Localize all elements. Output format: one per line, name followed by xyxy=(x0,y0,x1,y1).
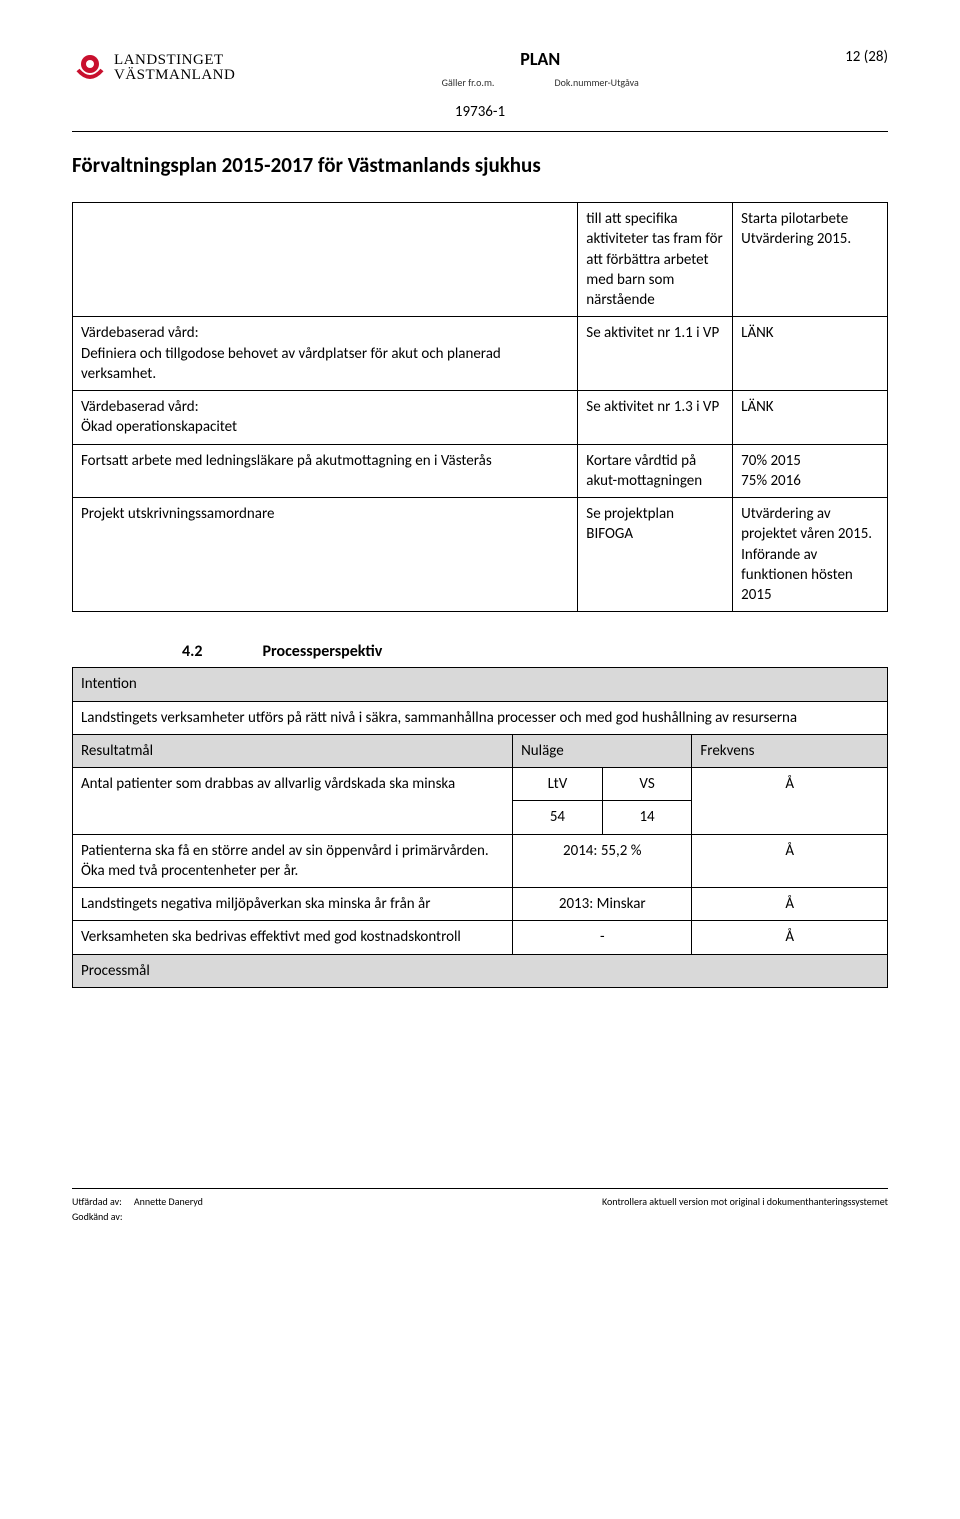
header-separator xyxy=(72,131,888,132)
table-cell: Se aktivitet nr 1.3 i VP xyxy=(578,391,733,445)
processmal-label: Processmål xyxy=(73,954,888,987)
header-valid-from-label: Gäller fr.o.m. xyxy=(442,76,495,89)
row1-text: Antal patienter som drabbas av allvarlig… xyxy=(73,768,513,835)
row2-val: 2014: 55,2 % xyxy=(513,834,692,888)
table-cell: Utvärdering av projektet våren 2015. Inf… xyxy=(733,498,888,612)
header-docnum-label: Dok.nummer-Utgåva xyxy=(554,76,638,89)
row2-text: Patienterna ska få en större andel av si… xyxy=(73,834,513,888)
logo-icon xyxy=(72,50,108,86)
section-heading: 4.2 Processperspektiv xyxy=(182,642,888,661)
table-cell xyxy=(73,203,578,317)
row1-ltv-val: 54 xyxy=(513,801,603,834)
row1-vs-val: 14 xyxy=(602,801,692,834)
table-row: Värdebaserad vård: Ökad operationskapaci… xyxy=(73,391,888,445)
doc-number: 19736-1 xyxy=(72,103,888,121)
row4-text: Verksamheten ska bedrivas effektivt med … xyxy=(73,921,513,954)
col-nulage: Nuläge xyxy=(513,734,692,767)
table-cell: Se aktivitet nr 1.1 i VP xyxy=(578,317,733,391)
row4-freq: Å xyxy=(692,921,888,954)
table-cell: 70% 2015 75% 2016 xyxy=(733,444,888,498)
page-number: 12 (28) xyxy=(845,48,888,66)
row4-val: - xyxy=(513,921,692,954)
table-cell: Starta pilotarbete Utvärdering 2015. xyxy=(733,203,888,317)
row3-text: Landstingets negativa miljöpåverkan ska … xyxy=(73,888,513,921)
logo-line1: LANDSTINGET xyxy=(114,53,235,68)
footer-issued-label: Utfärdad av: xyxy=(72,1195,122,1208)
table-cell: Värdebaserad vård: Ökad operationskapaci… xyxy=(73,391,578,445)
table-cell: till att specifika aktiviteter tas fram … xyxy=(578,203,733,317)
page-header: LANDSTINGET VÄSTMANLAND PLAN Gäller fr.o… xyxy=(72,48,888,89)
table-cell: Kortare vårdtid på akut-mottagningen xyxy=(578,444,733,498)
logo-line2: VÄSTMANLAND xyxy=(114,68,235,83)
row3-freq: Å xyxy=(692,888,888,921)
process-table: Intention Landstingets verksamheter utfö… xyxy=(72,667,888,988)
intention-label: Intention xyxy=(73,668,888,701)
table-cell: Värdebaserad vård: Definiera och tillgod… xyxy=(73,317,578,391)
doc-type-label: PLAN xyxy=(520,48,560,70)
row1-freq: Å xyxy=(692,768,888,835)
org-logo: LANDSTINGET VÄSTMANLAND xyxy=(72,48,235,86)
footer-approved-label: Godkänd av: xyxy=(72,1210,123,1223)
activities-table: till att specifika aktiviteter tas fram … xyxy=(72,202,888,612)
table-cell: Se projektplan BIFOGA xyxy=(578,498,733,612)
row3-val: 2013: Minskar xyxy=(513,888,692,921)
page-footer: Utfärdad av: Annette Daneryd Godkänd av:… xyxy=(72,1188,888,1223)
page-title: Förvaltningsplan 2015-2017 för Västmanla… xyxy=(72,152,888,178)
table-row: Fortsatt arbete med ledningsläkare på ak… xyxy=(73,444,888,498)
table-row: till att specifika aktiviteter tas fram … xyxy=(73,203,888,317)
table-cell: LÄNK xyxy=(733,317,888,391)
row1-ltv-label: LtV xyxy=(513,768,603,801)
col-frekvens: Frekvens xyxy=(692,734,888,767)
table-cell: Fortsatt arbete med ledningsläkare på ak… xyxy=(73,444,578,498)
footer-note: Kontrollera aktuell version mot original… xyxy=(602,1195,888,1208)
row2-freq: Å xyxy=(692,834,888,888)
intention-text: Landstingets verksamheter utförs på rätt… xyxy=(73,701,888,734)
table-cell: Projekt utskrivningssamordnare xyxy=(73,498,578,612)
table-row: Projekt utskrivningssamordnareSe projekt… xyxy=(73,498,888,612)
table-cell: LÄNK xyxy=(733,391,888,445)
row1-vs-label: VS xyxy=(602,768,692,801)
section-title: Processperspektiv xyxy=(263,642,383,661)
col-resultatmal: Resultatmål xyxy=(73,734,513,767)
section-number: 4.2 xyxy=(182,642,203,661)
footer-issued-name: Annette Daneryd xyxy=(134,1195,203,1208)
table-row: Värdebaserad vård: Definiera och tillgod… xyxy=(73,317,888,391)
